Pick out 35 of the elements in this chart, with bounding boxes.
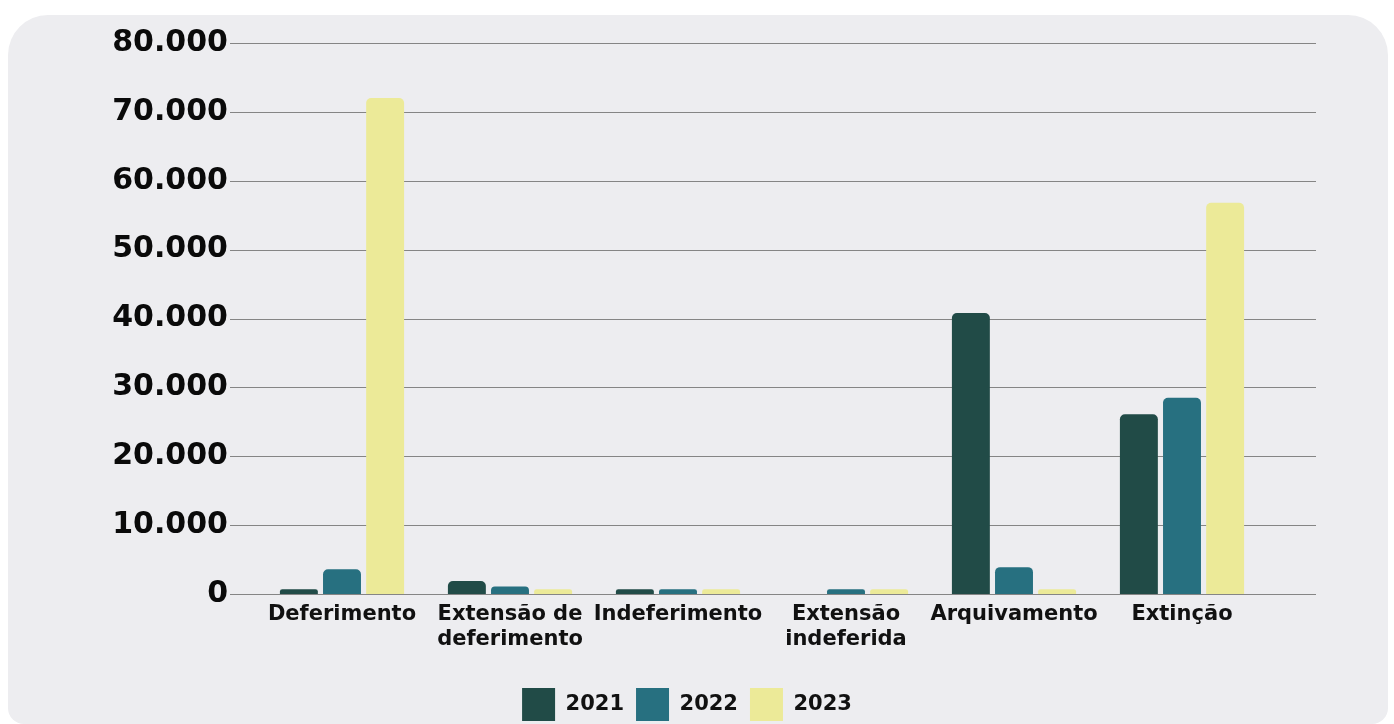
bar <box>491 586 529 594</box>
bar <box>366 98 405 594</box>
bar <box>1038 589 1077 594</box>
bar <box>323 569 361 594</box>
bar <box>279 589 318 594</box>
bar <box>1206 202 1245 594</box>
x-tick-label: Indeferimento <box>593 601 763 626</box>
y-tick-label: 60.000 <box>112 160 228 196</box>
y-tick-label: 10.000 <box>112 504 228 540</box>
y-tick-label: 0 <box>207 573 228 609</box>
bar <box>659 589 697 594</box>
y-tick-label: 30.000 <box>112 367 228 403</box>
bar <box>534 589 573 594</box>
y-tick-label: 70.000 <box>112 91 228 127</box>
y-tick-label: 50.000 <box>112 229 228 265</box>
legend-label: 2022 <box>679 690 738 715</box>
bar <box>995 567 1033 594</box>
y-tick-label: 40.000 <box>112 298 228 334</box>
y-tick-label: 80.000 <box>112 22 228 58</box>
bar <box>827 589 865 594</box>
y-tick-label: 20.000 <box>112 436 228 472</box>
bar <box>870 589 909 594</box>
x-tick-label: Arquivamento <box>930 601 1098 626</box>
bar <box>1119 414 1158 594</box>
x-tick-label: Extinção <box>1131 601 1233 626</box>
legend-label: 2023 <box>793 690 852 715</box>
bar <box>1163 397 1201 594</box>
bar <box>702 589 741 594</box>
x-tick-label: Deferimento <box>267 601 417 626</box>
bar <box>615 589 654 594</box>
legend-label: 2021 <box>565 690 625 715</box>
bar <box>951 312 990 594</box>
x-tick-label: Extensão indeferida <box>785 601 907 651</box>
bar <box>447 580 486 594</box>
x-tick-label: Extensão de deferimento <box>437 601 583 651</box>
